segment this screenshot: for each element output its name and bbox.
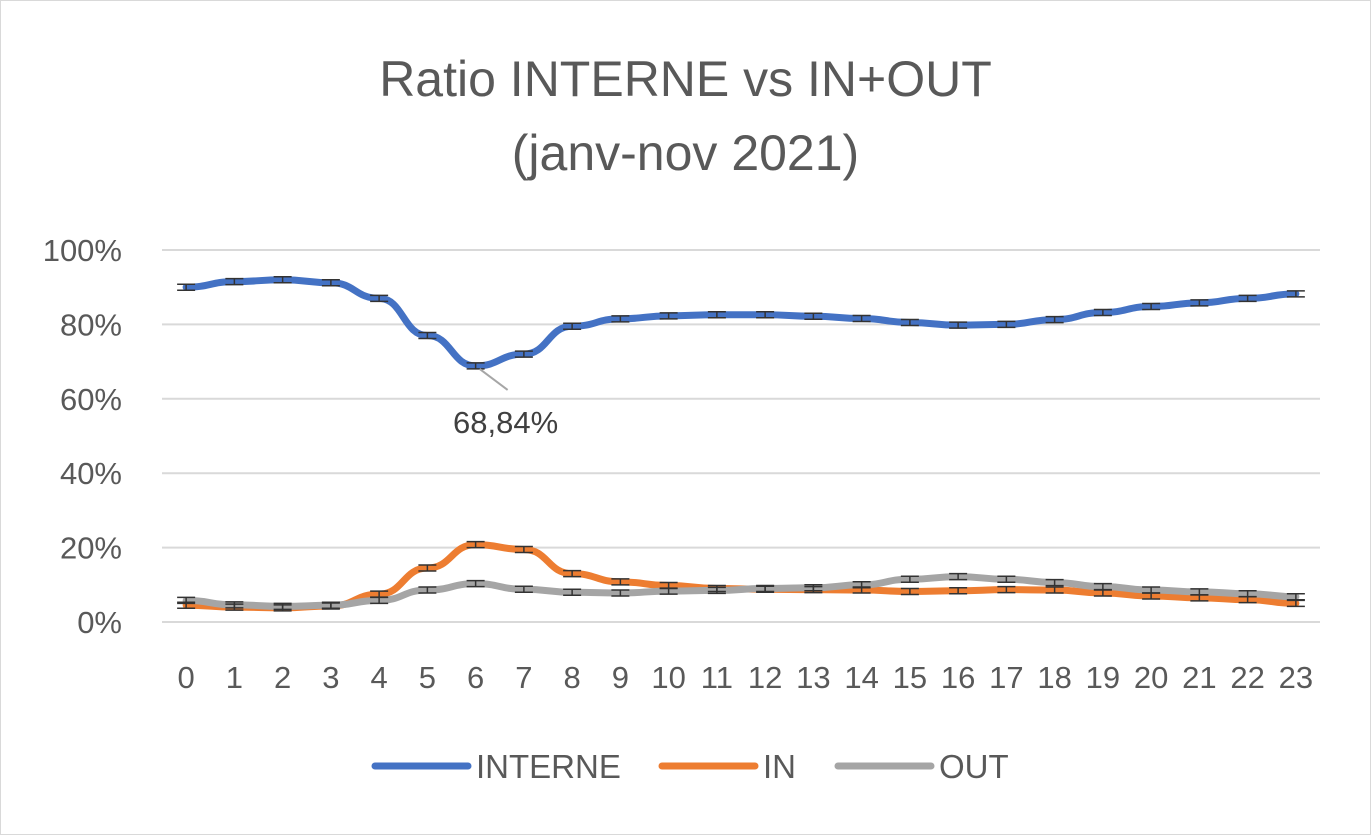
x-tick-label: 3 [322,660,339,695]
legend-label-out: OUT [939,748,1009,785]
series-lines [182,276,1300,612]
y-tick-label: 0% [77,605,122,640]
series-line-out [182,573,1300,610]
y-tick-label: 80% [60,307,122,342]
legend-label-interne: INTERNE [476,748,621,785]
x-tick-label: 22 [1230,660,1264,695]
gridlines [162,249,1320,623]
x-tick-label: 16 [941,660,975,695]
x-tick-label: 6 [467,660,484,695]
series-line-interne [182,276,1300,370]
x-tick-label: 21 [1182,660,1216,695]
y-tick-label: 60% [60,382,122,417]
data-label: 68,84% [453,405,558,440]
x-tick-label: 9 [612,660,629,695]
x-tick-label: 8 [564,660,581,695]
x-tick-label: 15 [893,660,927,695]
x-tick-label: 20 [1134,660,1168,695]
y-tick-label: 100% [43,233,122,268]
x-tick-label: 14 [844,660,878,695]
x-tick-label: 1 [226,660,243,695]
chart-title-line-2: (janv-nov 2021) [511,125,860,181]
x-tick-label: 4 [371,660,388,695]
data-label-leader [479,368,509,391]
x-axis-ticks: 0 1 2 3 4 5 6 7 8 9 10 11 12 13 14 15 16 17 18 19 20 21 22 23 [178,660,1314,695]
x-tick-label: 19 [1086,660,1120,695]
y-tick-label: 40% [60,456,122,491]
y-axis-ticks: 0% 20% 40% 60% 80% 100% [43,233,122,640]
chart-title-line-1: Ratio INTERNE vs IN+OUT [379,51,992,107]
legend: INTERNE IN OUT [371,748,1009,785]
x-tick-label: 18 [1037,660,1071,695]
x-tick-label: 13 [796,660,830,695]
x-tick-label: 12 [748,660,782,695]
x-tick-label: 2 [274,660,291,695]
x-tick-label: 7 [515,660,532,695]
x-tick-label: 5 [419,660,436,695]
x-tick-label: 10 [651,660,685,695]
x-tick-label: 0 [178,660,195,695]
x-tick-label: 17 [989,660,1023,695]
annotations: 68,84% [453,368,558,440]
series-line-in [182,541,1300,612]
chart-title: Ratio INTERNE vs IN+OUT (janv-nov 2021) [0,42,1371,190]
x-tick-label: 23 [1279,660,1313,695]
x-tick-label: 11 [701,660,733,695]
legend-label-in: IN [763,748,796,785]
y-tick-label: 20% [60,531,122,566]
error-bars [177,276,1305,612]
